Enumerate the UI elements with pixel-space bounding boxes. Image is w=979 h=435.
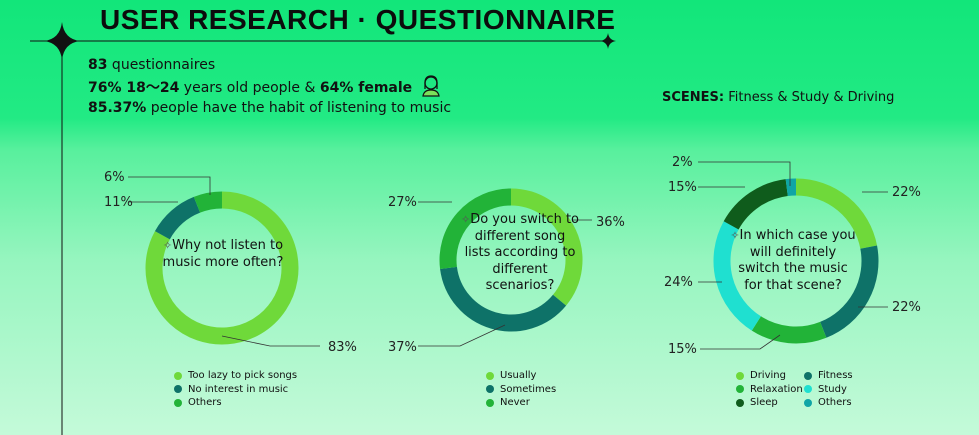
donut-slice-others	[785, 178, 797, 197]
data-label: 22%	[892, 300, 921, 315]
data-label: 36%	[596, 215, 625, 230]
donut-slice-sleep	[723, 179, 789, 230]
donut-slice-relaxation	[751, 316, 827, 344]
donut-slice-others	[193, 191, 223, 213]
donut-slice-usually	[510, 188, 583, 306]
data-label: 15%	[668, 342, 697, 357]
donut-slice-too-lazy-to-pick-songs	[145, 191, 299, 345]
donut-slice-study	[713, 221, 762, 331]
donut-slice-no-interest-in-music	[154, 196, 201, 240]
donut-slice-never	[439, 188, 512, 269]
stat-line: 76% 18～24 years old people & 64% female	[88, 75, 451, 98]
donut-slice-driving	[795, 178, 878, 250]
legend-item: Relaxation	[736, 383, 804, 397]
legend-item: Never	[486, 396, 556, 410]
stat-line: 83 questionnaires	[88, 57, 216, 73]
data-label: 24%	[664, 275, 693, 290]
legend-item: Study	[804, 383, 864, 397]
question-2: ✧Do you switch to different song lists a…	[460, 212, 580, 293]
legend-item: Others	[804, 396, 864, 410]
legend-item: Others	[174, 396, 297, 410]
legend-1: Too lazy to pick songs No interest in mu…	[174, 369, 297, 410]
scenes-label: SCENES: Fitness & Study & Driving	[662, 90, 895, 105]
sparkle-icon: ✧	[730, 229, 740, 242]
leader-line	[698, 161, 791, 186]
sparkle-icon	[600, 33, 616, 49]
question-3: ✧In which case you will definitely switc…	[730, 228, 856, 293]
legend-item: Fitness	[804, 369, 864, 383]
female-user-icon	[421, 75, 440, 97]
data-label: 22%	[892, 185, 921, 200]
summary-stats: 83 questionnaires 76% 18～24 years old pe…	[88, 55, 451, 118]
legend-2: Usually Sometimes Never	[486, 369, 556, 410]
leader-line	[700, 334, 781, 350]
data-label: 2%	[672, 155, 693, 170]
sparkle-icon: ✧	[460, 213, 471, 226]
leader-line	[221, 335, 320, 347]
leader-line	[128, 176, 211, 195]
stat-line: 85.37% people have the habit of listenin…	[88, 100, 452, 116]
legend-item: Sleep	[736, 396, 804, 410]
donut-slice-sometimes	[440, 266, 567, 332]
legend-item: Driving	[736, 369, 804, 383]
sparkle-icon	[44, 22, 80, 60]
legend-3: Driving Fitness Relaxation Study Sleep O…	[736, 369, 864, 410]
legend-item: Sometimes	[486, 383, 556, 397]
data-label: 37%	[388, 340, 417, 355]
legend-item: No interest in music	[174, 383, 297, 397]
data-label: 83%	[328, 340, 357, 355]
question-1: ✧Why not listen to music more often?	[162, 238, 284, 270]
leader-line	[418, 324, 506, 347]
legend-item: Too lazy to pick songs	[174, 369, 297, 383]
sparkle-icon: ✧	[162, 239, 173, 252]
page-title: USER RESEARCH · QUESTIONNAIRE	[100, 4, 616, 35]
legend-item: Usually	[486, 369, 556, 383]
donut-slice-fitness	[819, 245, 879, 338]
data-label: 11%	[104, 195, 133, 210]
data-label: 15%	[668, 180, 697, 195]
data-label: 27%	[388, 195, 417, 210]
data-label: 6%	[104, 170, 125, 185]
